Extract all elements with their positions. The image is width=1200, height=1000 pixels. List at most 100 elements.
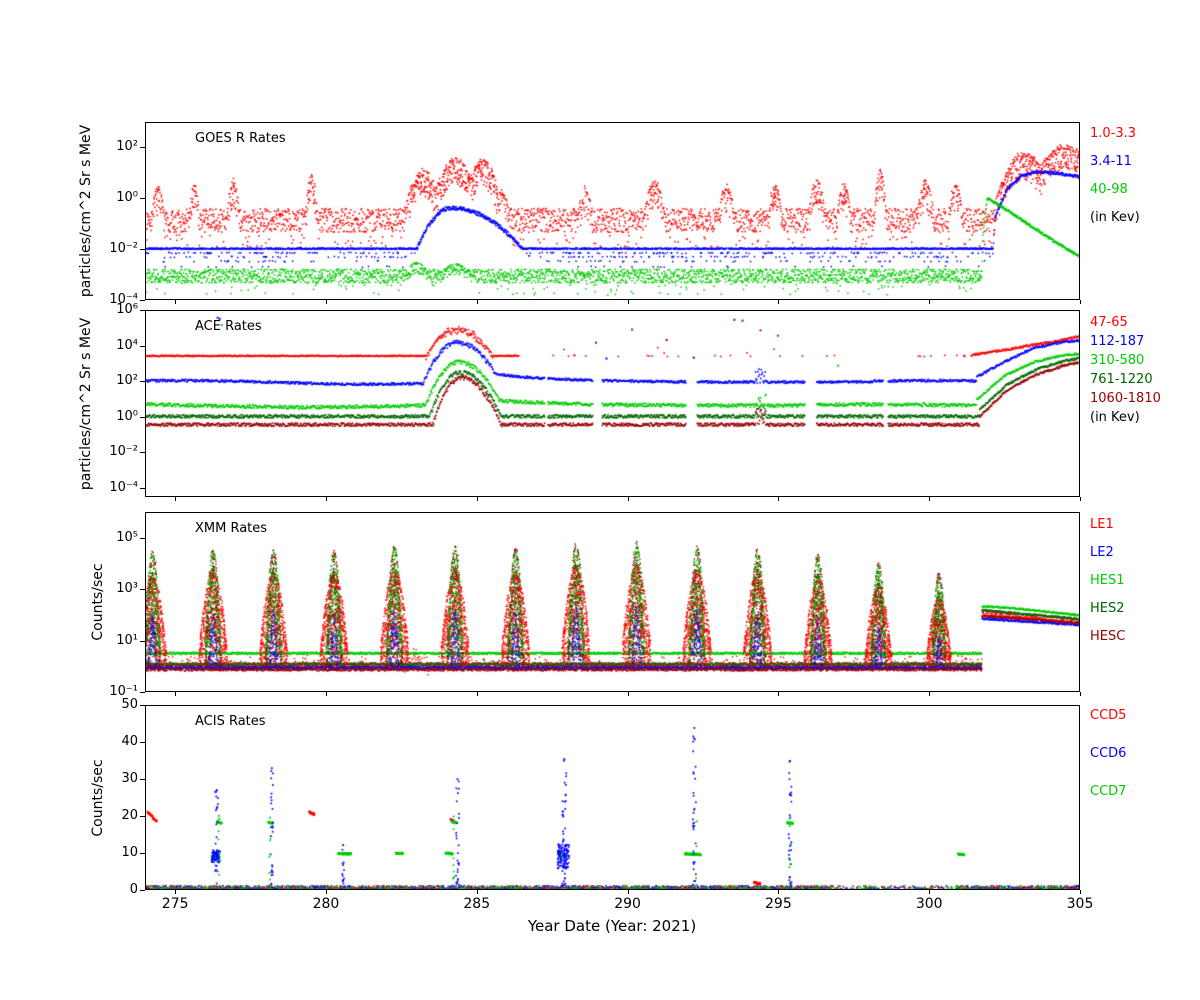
- y-tick-label: 10²: [116, 139, 138, 155]
- y-tick-mark: [140, 705, 145, 706]
- x-tick-label: 290: [614, 896, 641, 912]
- legend-item: 112-187: [1090, 334, 1145, 349]
- y-tick-label: 20: [121, 808, 138, 823]
- x-tick-label: 305: [1066, 896, 1094, 912]
- x-tick-mark: [627, 497, 629, 501]
- legend-item: 1060-1810: [1090, 391, 1161, 406]
- y-tick-label: 10⁰: [116, 190, 138, 206]
- y-tick-label: 50: [121, 697, 138, 712]
- y-tick-mark: [140, 853, 145, 854]
- y-tick-label: 10: [121, 845, 138, 860]
- legend-item: (in Kev): [1090, 210, 1140, 225]
- y-tick-label: 10¹: [116, 632, 138, 648]
- x-tick-mark: [929, 890, 931, 894]
- x-tick-mark: [325, 497, 327, 501]
- x-tick-mark: [1080, 890, 1081, 894]
- panel-ace: [145, 310, 1080, 497]
- x-tick-mark: [929, 497, 931, 501]
- x-tick-label: 295: [765, 896, 792, 912]
- x-tick-mark: [325, 692, 327, 696]
- panel-goes: [145, 122, 1080, 300]
- y-tick-label: 10⁻⁴: [109, 480, 138, 496]
- x-tick-mark: [175, 890, 177, 894]
- y-tick-label: 30: [121, 771, 138, 786]
- x-tick-mark: [1080, 497, 1081, 501]
- y-tick-mark: [140, 779, 145, 780]
- x-tick-mark: [778, 890, 780, 894]
- x-tick-mark: [778, 300, 780, 304]
- y-tick-mark: [140, 488, 145, 490]
- goes-plot-canvas: [146, 123, 1079, 299]
- x-tick-mark: [778, 692, 780, 696]
- y-tick-label: 0: [129, 882, 138, 897]
- y-tick-mark: [140, 692, 145, 693]
- panel-title-acis: ACIS Rates: [195, 714, 266, 729]
- x-tick-mark: [325, 890, 327, 894]
- y-tick-mark: [140, 381, 145, 383]
- panel-acis: [145, 705, 1080, 890]
- y-tick-mark: [140, 640, 145, 642]
- legend-item: 40-98: [1090, 182, 1128, 197]
- legend-item: 3.4-11: [1090, 154, 1132, 169]
- x-tick-mark: [175, 692, 177, 696]
- x-tick-mark: [1080, 300, 1081, 304]
- x-tick-mark: [627, 890, 629, 894]
- y-tick-mark: [140, 198, 145, 200]
- legend-item: (in Kev): [1090, 410, 1140, 425]
- x-tick-label: 275: [161, 896, 189, 912]
- panel-title-ace: ACE Rates: [195, 319, 262, 334]
- y-tick-mark: [140, 300, 145, 301]
- acis-plot-canvas: [146, 706, 1079, 889]
- y-tick-label: 10⁻¹: [109, 684, 138, 699]
- x-axis-label: Year Date (Year: 2021): [527, 917, 697, 935]
- legend-item: 761-1220: [1090, 372, 1153, 387]
- y-tick-label: 10⁻²: [109, 444, 138, 460]
- y-tick-mark: [140, 345, 145, 347]
- x-tick-mark: [778, 497, 780, 501]
- legend-item: HES1: [1090, 573, 1125, 588]
- x-tick-mark: [175, 300, 177, 304]
- y-tick-label: 10³: [116, 581, 138, 597]
- y-tick-mark: [140, 816, 145, 817]
- legend-item: CCD7: [1090, 784, 1127, 799]
- y-tick-label: 40: [121, 734, 138, 749]
- y-tick-label: 10⁰: [116, 408, 138, 424]
- legend-item: 1.0-3.3: [1090, 126, 1137, 141]
- legend-item: LE1: [1090, 517, 1114, 532]
- x-tick-mark: [476, 497, 478, 501]
- y-tick-mark: [140, 249, 145, 251]
- legend-item: CCD6: [1090, 746, 1127, 761]
- y-tick-label: 10⁴: [116, 337, 138, 353]
- legend-item: 310-580: [1090, 353, 1145, 368]
- y-tick-label: 10⁵: [116, 529, 138, 545]
- y-tick-label: 10²: [116, 373, 138, 389]
- y-tick-mark: [140, 589, 145, 591]
- xmm-plot-canvas: [146, 513, 1079, 691]
- panel-title-goes: GOES R Rates: [195, 131, 286, 146]
- legend-item: CCD5: [1090, 708, 1127, 723]
- y-tick-label: 10⁻²: [109, 241, 138, 257]
- x-tick-label: 280: [312, 896, 340, 912]
- legend-item: 47-65: [1090, 315, 1128, 330]
- x-tick-mark: [175, 497, 177, 501]
- y-tick-mark: [140, 416, 145, 418]
- x-tick-mark: [325, 300, 327, 304]
- panel-title-xmm: XMM Rates: [195, 521, 268, 536]
- ace-plot-canvas: [146, 311, 1079, 496]
- y-tick-mark: [140, 537, 145, 539]
- y-tick-mark: [140, 890, 145, 891]
- x-tick-mark: [627, 692, 629, 696]
- x-tick-mark: [1080, 692, 1081, 696]
- y-tick-label: 10⁶: [116, 302, 138, 317]
- x-tick-mark: [929, 692, 931, 696]
- y-axis-label-xmm: Counts/sec: [90, 563, 106, 641]
- x-tick-mark: [627, 300, 629, 304]
- x-tick-mark: [476, 692, 478, 696]
- x-tick-label: 285: [463, 896, 491, 912]
- y-tick-mark: [140, 742, 145, 743]
- x-tick-mark: [476, 890, 478, 894]
- legend-item: HES2: [1090, 601, 1125, 616]
- y-tick-mark: [140, 310, 145, 311]
- y-tick-label: 10⁻⁴: [109, 292, 138, 307]
